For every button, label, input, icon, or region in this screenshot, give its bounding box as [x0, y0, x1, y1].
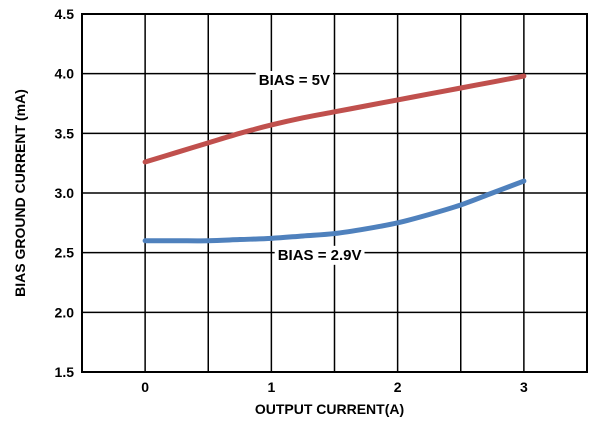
- y-tick-label: 4.5: [55, 6, 75, 22]
- y-tick-label: 2.5: [55, 245, 75, 261]
- y-axis-title: BIAS GROUND CURRENT (mA): [12, 89, 28, 297]
- series-lines: [142, 73, 527, 244]
- annotation-1: BIAS = 2.9V: [274, 245, 365, 265]
- annotation-label: BIAS = 5V: [259, 72, 330, 89]
- y-tick-label: 1.5: [55, 364, 75, 380]
- x-axis-title: OUTPUT CURRENT(A): [255, 401, 404, 417]
- annotation-background: [274, 245, 365, 265]
- x-tick-label: 1: [267, 379, 275, 395]
- annotations: BIAS = 5V BIAS = 2.9V: [255, 71, 365, 265]
- x-tick-label: 2: [394, 379, 402, 395]
- plot-frame: [81, 13, 588, 373]
- x-tick-label: 3: [520, 379, 528, 395]
- series-line-0: [142, 73, 527, 165]
- grid: [81, 14, 588, 372]
- annotation-0: BIAS = 5V: [255, 71, 334, 91]
- y-tick-label: 3.5: [55, 125, 75, 141]
- y-tick-label: 4.0: [55, 66, 75, 82]
- y-tick-label: 3.0: [55, 185, 75, 201]
- tick-labels: 0 1 2 3 1.5 2.0 2.5 3.0 3.5 4.0 4.5: [55, 6, 528, 395]
- annotation-background: [255, 71, 334, 91]
- annotation-label: BIAS = 2.9V: [278, 247, 362, 264]
- series-line-1: [142, 178, 527, 244]
- y-tick-label: 2.0: [55, 304, 75, 320]
- x-tick-label: 0: [141, 379, 149, 395]
